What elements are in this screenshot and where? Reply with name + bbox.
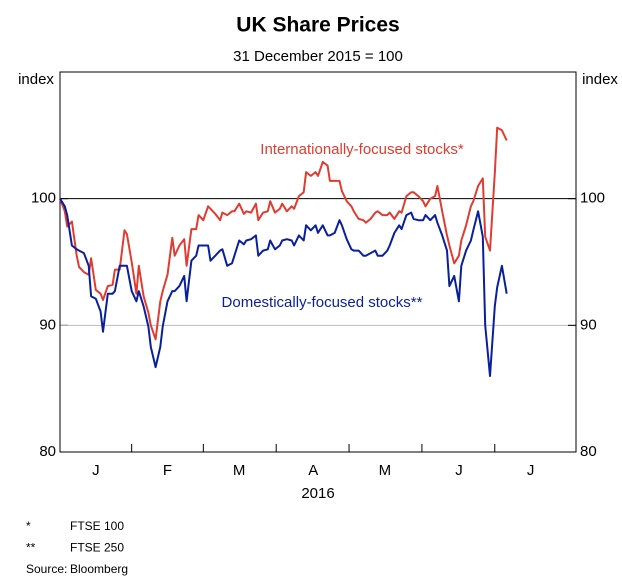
y-tick-label: 80 <box>39 443 56 460</box>
footnote-mark: Source: <box>26 562 67 576</box>
series-label: Internationally-focused stocks* <box>260 141 464 158</box>
x-tick-label: J <box>527 462 535 479</box>
y-tick-label: 100 <box>31 190 56 207</box>
y-axis-label: index <box>18 71 54 88</box>
footnote-text: FTSE 250 <box>70 541 124 555</box>
x-tick-label: M <box>233 462 246 479</box>
chart-title: UK Share Prices <box>236 14 399 37</box>
series-line <box>59 198 508 377</box>
series-label: Domestically-focused stocks** <box>222 294 423 311</box>
x-axis-label: 2016 <box>301 485 334 502</box>
footnote-text: Bloomberg <box>70 562 128 576</box>
x-tick-label: M <box>379 462 392 479</box>
y2-tick-label: 90 <box>580 316 597 333</box>
series-line <box>59 126 508 341</box>
x-tick-label: F <box>163 462 172 479</box>
x-tick-label: J <box>92 462 100 479</box>
y2-tick-label: 80 <box>580 443 597 460</box>
footnote-mark: * <box>26 519 31 533</box>
y2-axis-label: index <box>582 71 618 88</box>
x-tick-label: J <box>455 462 463 479</box>
x-tick-label: A <box>308 462 318 479</box>
footnote-text: FTSE 100 <box>70 519 124 533</box>
footnote-mark: ** <box>26 541 36 555</box>
plot-frame <box>59 71 577 453</box>
chart-subtitle: 31 December 2015 = 100 <box>233 48 403 65</box>
y-tick-label: 90 <box>39 316 56 333</box>
y2-tick-label: 100 <box>580 190 605 207</box>
